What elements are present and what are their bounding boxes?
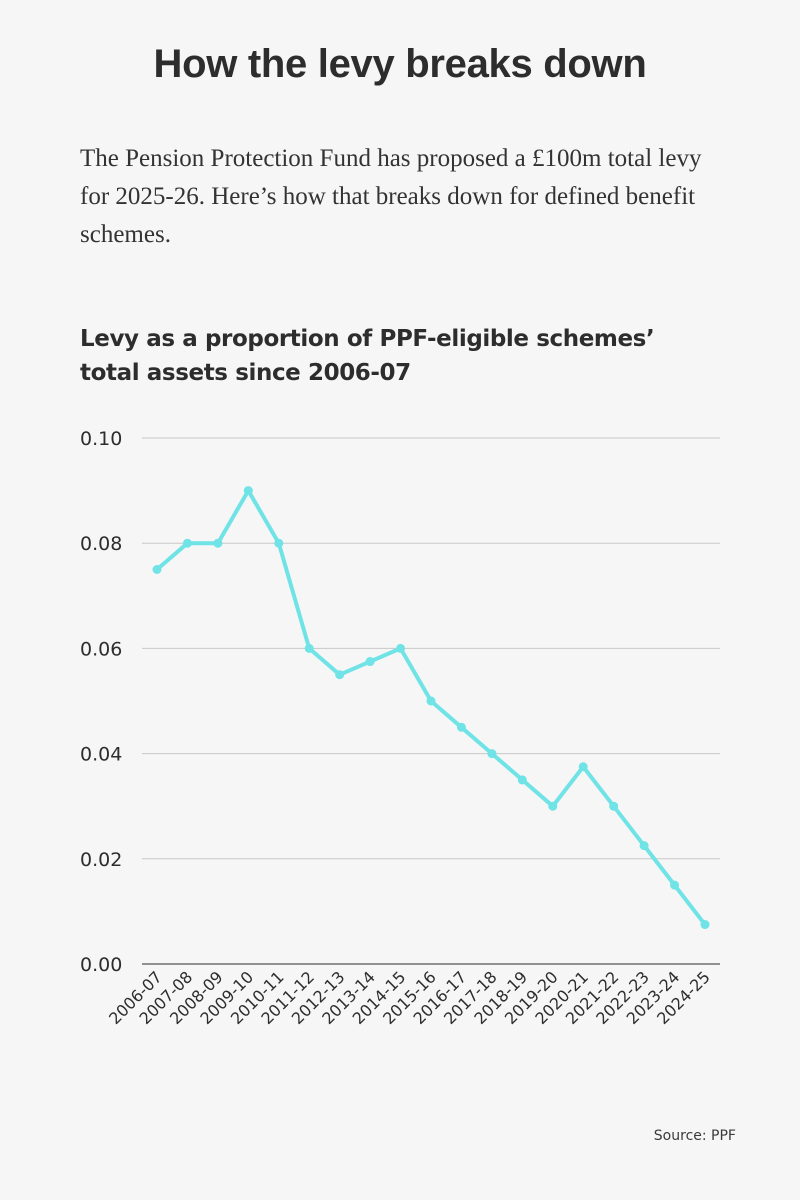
data-point (243, 486, 253, 496)
data-point (578, 762, 588, 772)
data-point (304, 643, 314, 653)
data-point (548, 801, 558, 811)
y-tick-label: 0.00 (80, 954, 122, 976)
data-point (487, 749, 497, 759)
data-point (213, 538, 223, 548)
series-line-group (155, 488, 707, 927)
y-tick-label: 0.06 (80, 638, 122, 660)
x-axis-ticks: 2006-072007-082008-092009-102010-112011-… (105, 967, 714, 1028)
data-point (274, 538, 284, 548)
y-axis-ticks: 0.00 0.02 0.04 0.06 0.08 0.10 (80, 428, 122, 976)
data-point (456, 722, 466, 732)
intro-text: The Pension Protection Fund has proposed… (80, 145, 702, 248)
data-point (639, 841, 649, 851)
series-line (155, 488, 707, 927)
y-tick-label: 0.10 (80, 428, 122, 450)
chart-title: Levy as a proportion of PPF-eligible sch… (80, 326, 655, 386)
page-title: How the levy breaks down (153, 42, 647, 86)
data-point (152, 565, 162, 574)
data-point (426, 696, 436, 706)
y-tick-label: 0.02 (80, 849, 122, 871)
data-point (365, 657, 375, 667)
data-point (700, 920, 710, 930)
data-points (152, 486, 710, 930)
source-note: Source: PPF (653, 1128, 736, 1144)
y-tick-label: 0.08 (80, 533, 122, 555)
grid-lines (142, 437, 720, 965)
y-tick-label: 0.04 (80, 744, 122, 766)
data-point (517, 775, 527, 785)
data-point (670, 880, 680, 890)
data-point (335, 670, 345, 680)
data-point (609, 801, 619, 811)
data-point (396, 643, 406, 653)
data-point (182, 538, 192, 548)
